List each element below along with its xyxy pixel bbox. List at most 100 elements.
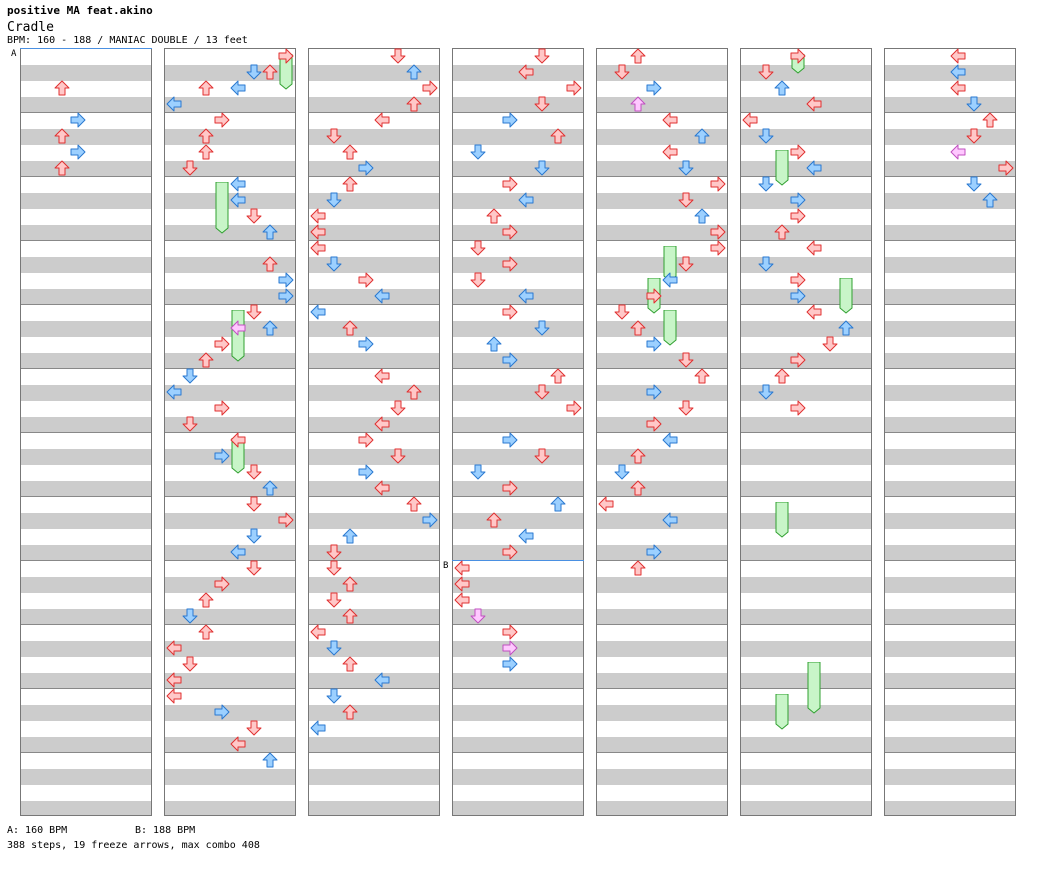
measure-line: [309, 112, 439, 113]
step-arrow-icon: [502, 640, 518, 656]
measure-line: [597, 560, 727, 561]
step-arrow-icon: [262, 256, 278, 272]
step-arrow-icon: [70, 144, 86, 160]
step-arrow-icon: [566, 80, 582, 96]
measure-line: [597, 496, 727, 497]
step-arrow-icon: [230, 736, 246, 752]
chart-column: [20, 48, 152, 816]
step-arrow-icon: [502, 224, 518, 240]
step-arrow-icon: [214, 336, 230, 352]
chart-column: [740, 48, 872, 816]
bpm-b-legend: B: 188 BPM: [135, 825, 196, 836]
step-arrow-icon: [262, 224, 278, 240]
step-arrow-icon: [518, 64, 534, 80]
step-arrow-icon: [790, 48, 806, 64]
step-arrow-icon: [230, 176, 246, 192]
step-arrow-icon: [342, 176, 358, 192]
measure-line: [309, 496, 439, 497]
step-arrow-icon: [262, 752, 278, 768]
measure-line: [741, 304, 871, 305]
measure-line: [453, 112, 583, 113]
step-arrow-icon: [662, 112, 678, 128]
freeze-arrow: [279, 54, 293, 90]
step-arrow-icon: [470, 608, 486, 624]
measure-line: [21, 688, 151, 689]
step-arrow-icon: [518, 192, 534, 208]
step-arrow-icon: [230, 544, 246, 560]
step-arrow-icon: [662, 144, 678, 160]
step-arrow-icon: [502, 656, 518, 672]
freeze-arrow: [231, 310, 245, 362]
step-arrow-icon: [230, 192, 246, 208]
step-arrow-icon: [342, 528, 358, 544]
step-arrow-icon: [502, 176, 518, 192]
measure-line: [597, 688, 727, 689]
step-arrow-icon: [54, 128, 70, 144]
freeze-arrow: [775, 694, 789, 730]
freeze-arrow: [775, 502, 789, 538]
step-arrow-icon: [550, 368, 566, 384]
step-arrow-icon: [390, 48, 406, 64]
step-arrow-icon: [198, 352, 214, 368]
step-arrow-icon: [534, 160, 550, 176]
step-arrow-icon: [182, 160, 198, 176]
step-arrow-icon: [790, 208, 806, 224]
step-arrow-icon: [806, 304, 822, 320]
measure-line: [885, 368, 1015, 369]
step-arrow-icon: [806, 96, 822, 112]
measure-line: [741, 752, 871, 753]
step-arrow-icon: [342, 704, 358, 720]
step-arrow-icon: [278, 48, 294, 64]
measure-line: [885, 304, 1015, 305]
step-arrow-icon: [966, 128, 982, 144]
measure-line: [741, 176, 871, 177]
measure-line: [309, 176, 439, 177]
step-arrow-icon: [550, 496, 566, 512]
step-arrow-icon: [54, 160, 70, 176]
freeze-arrow: [839, 278, 853, 314]
step-arrow-icon: [310, 304, 326, 320]
step-arrow-icon: [326, 544, 342, 560]
step-arrow-icon: [614, 64, 630, 80]
measure-line: [21, 752, 151, 753]
step-arrow-icon: [310, 720, 326, 736]
step-arrow-icon: [646, 544, 662, 560]
step-arrow-icon: [790, 288, 806, 304]
step-arrow-icon: [278, 272, 294, 288]
step-arrow-icon: [694, 128, 710, 144]
step-arrow-icon: [614, 464, 630, 480]
step-arrow-icon: [550, 128, 566, 144]
step-arrow-icon: [694, 208, 710, 224]
step-arrow-icon: [950, 64, 966, 80]
measure-line: [885, 752, 1015, 753]
measure-line: [597, 304, 727, 305]
step-arrow-icon: [166, 96, 182, 112]
freeze-arrow: [807, 662, 821, 714]
measure-line: [165, 560, 295, 561]
measure-line: [453, 496, 583, 497]
step-arrow-icon: [502, 304, 518, 320]
step-arrow-icon: [214, 448, 230, 464]
step-arrow-icon: [742, 112, 758, 128]
measure-line: [741, 560, 871, 561]
step-arrow-icon: [230, 80, 246, 96]
step-arrow-icon: [262, 320, 278, 336]
step-arrow-icon: [326, 688, 342, 704]
step-arrow-icon: [246, 560, 262, 576]
step-arrow-icon: [262, 64, 278, 80]
measure-line: [21, 560, 151, 561]
measure-line: [885, 624, 1015, 625]
step-arrow-icon: [790, 192, 806, 208]
step-arrow-icon: [678, 352, 694, 368]
chart-column: [596, 48, 728, 816]
measure-line: [741, 112, 871, 113]
chart-column: [884, 48, 1016, 816]
step-arrow-icon: [710, 224, 726, 240]
step-arrow-icon: [406, 64, 422, 80]
step-arrow-icon: [214, 704, 230, 720]
measure-line: [21, 176, 151, 177]
step-arrow-icon: [518, 288, 534, 304]
step-arrow-icon: [454, 592, 470, 608]
step-arrow-icon: [758, 176, 774, 192]
measure-line: [21, 432, 151, 433]
